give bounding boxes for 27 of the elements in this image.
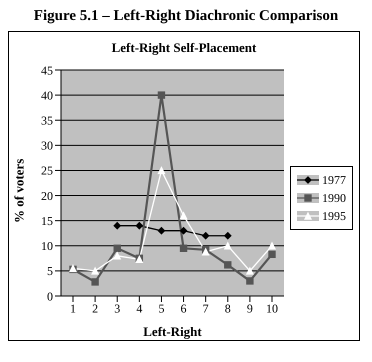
y-tick-label: 15 <box>41 214 53 228</box>
x-tick-label: 4 <box>136 302 142 316</box>
legend-label: 1995 <box>322 208 346 225</box>
x-tick-label: 5 <box>158 302 164 316</box>
x-tick-label: 10 <box>266 302 278 316</box>
y-tick-label: 25 <box>41 164 53 178</box>
x-tick-label: 3 <box>114 302 120 316</box>
x-axis-title: Left-Right <box>143 324 202 339</box>
y-axis-title: % of voters <box>12 158 27 223</box>
y-tick-label: 45 <box>41 63 53 78</box>
x-tick-label: 7 <box>202 302 209 316</box>
y-tick-label: 0 <box>47 289 53 304</box>
x-tick-label: 9 <box>246 302 253 316</box>
x-tick-label: 1 <box>70 302 76 316</box>
y-tick-label: 20 <box>41 188 53 203</box>
x-tick-label: 6 <box>180 302 187 316</box>
y-tick-label: 5 <box>47 264 53 278</box>
chart-title: Figure 5.1 – Left-Right Diachronic Comparison <box>32 8 340 25</box>
chart-subtitle: Left-Right Self-Placement <box>110 40 258 56</box>
legend-label: 1990 <box>322 190 346 207</box>
x-tick-label: 2 <box>92 302 98 316</box>
y-tick-label: 10 <box>41 239 53 254</box>
y-tick-label: 35 <box>41 113 53 128</box>
x-tick-label: 8 <box>224 302 231 316</box>
y-tick-label: 30 <box>41 138 53 153</box>
y-tick-label: 40 <box>41 88 53 102</box>
legend-label: 1977 <box>322 172 346 189</box>
